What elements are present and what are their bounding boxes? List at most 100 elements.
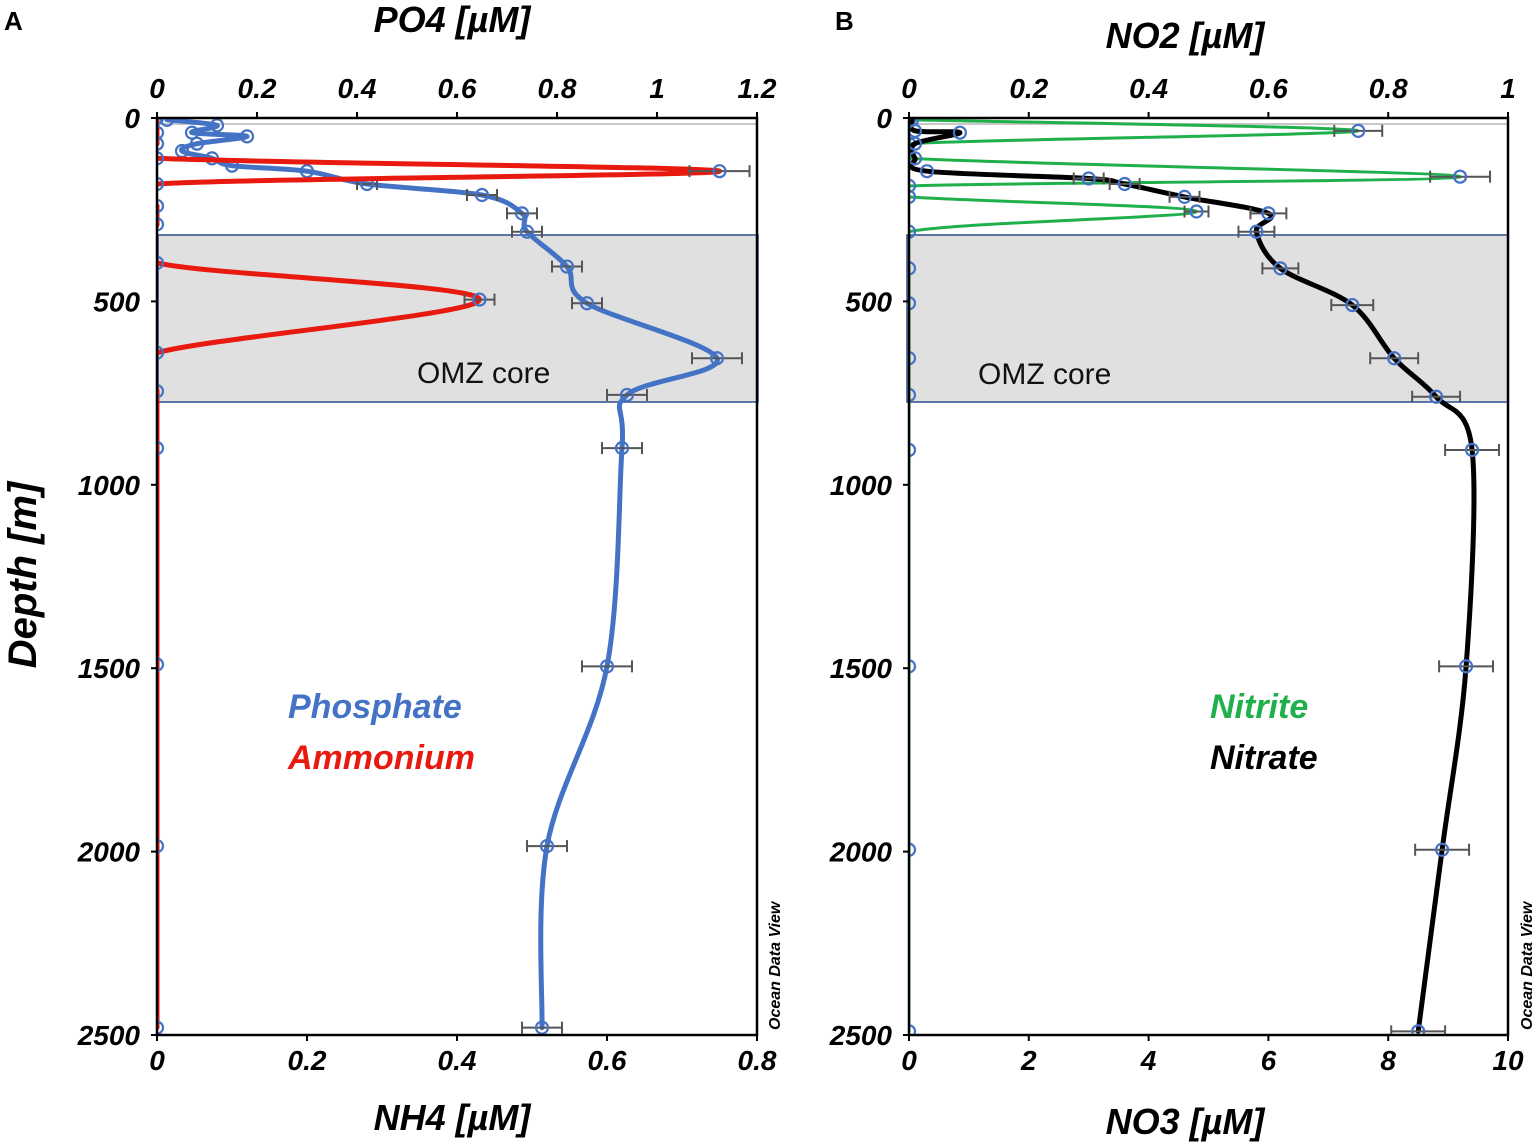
bottom-axis-title-no3: NO3 [µM] bbox=[1106, 1101, 1266, 1142]
axes-a: 0 500 1000 1500 2000 2500 0 0.2 0.4 0.6 0.8 1 1.2 0 0.… bbox=[77, 73, 777, 1076]
nitrite-point bbox=[909, 118, 917, 127]
bottom-tick-label: 0 bbox=[901, 1045, 917, 1076]
top-axis-title-po4: PO4 [µM] bbox=[374, 0, 532, 40]
phosphate-point bbox=[579, 296, 595, 311]
depth-tick-label: 1500 bbox=[78, 653, 141, 684]
phosphate-error-bar bbox=[571, 297, 603, 310]
nitrite-point bbox=[909, 842, 917, 857]
top-tick-label: 1 bbox=[1500, 73, 1516, 104]
nitrite-point bbox=[909, 351, 917, 366]
nitrate-error-bar bbox=[1330, 299, 1375, 312]
depth-tick-label: 0 bbox=[876, 103, 892, 134]
phosphate-error-bar bbox=[606, 388, 648, 401]
depth-tick-label: 2500 bbox=[77, 1020, 141, 1051]
phosphate-point bbox=[474, 187, 490, 203]
ammonium-point bbox=[157, 838, 165, 854]
nitrate-error-bar bbox=[1108, 178, 1141, 191]
nitrite-point bbox=[1189, 204, 1204, 219]
nitrate-error-bar bbox=[1411, 390, 1462, 403]
nitrate-point bbox=[909, 136, 923, 151]
nitrate-point bbox=[1249, 224, 1264, 239]
ammonium-line bbox=[157, 118, 722, 1031]
nitrite-point bbox=[909, 261, 917, 276]
nitrite-error-bar bbox=[1429, 170, 1492, 183]
top-tick-label: 0.4 bbox=[338, 73, 377, 104]
depth-tick-label: 500 bbox=[93, 286, 140, 317]
nitrate-point bbox=[1117, 176, 1132, 192]
depth-tick-label: 500 bbox=[845, 286, 892, 317]
nitrite-point bbox=[909, 387, 917, 403]
nitrate-error-bar bbox=[1444, 443, 1501, 456]
nitrate-point bbox=[1345, 297, 1360, 313]
depth-tick-label: 0 bbox=[124, 103, 140, 134]
nitrate-point bbox=[1177, 189, 1192, 204]
phosphate-error-bar bbox=[466, 189, 498, 202]
phosphate-line bbox=[164, 118, 720, 1031]
watermark-b: Ocean Data View bbox=[1519, 900, 1536, 1030]
nitrite-point bbox=[909, 189, 917, 204]
nitrite-point bbox=[1452, 169, 1468, 184]
phosphate-error-bar bbox=[581, 660, 633, 673]
phosphate-point bbox=[539, 838, 555, 854]
nitrate-error-bar bbox=[1261, 262, 1300, 275]
panel-letter-b: B bbox=[835, 6, 854, 36]
ammonium-point bbox=[157, 217, 165, 232]
depth-tick-label: 1500 bbox=[830, 653, 893, 684]
phosphate-point bbox=[209, 118, 225, 133]
nitrite-point bbox=[909, 659, 917, 674]
phosphate-point bbox=[239, 129, 255, 144]
top-tick-label: 0 bbox=[149, 73, 165, 104]
legend-nitrite: Nitrite bbox=[1210, 688, 1308, 726]
nitrite-point bbox=[909, 178, 917, 193]
nitrate-error-bar bbox=[1072, 172, 1105, 185]
bottom-tick-label: 2 bbox=[1020, 1045, 1037, 1076]
nitrite-point bbox=[909, 442, 917, 458]
phosphate-error-bar bbox=[511, 225, 543, 238]
nitrate-point bbox=[909, 151, 923, 166]
plot-frame-a bbox=[155, 116, 759, 1037]
nitrate-error-bar bbox=[1438, 660, 1495, 673]
ammonium-point bbox=[157, 125, 165, 140]
phosphate-point bbox=[519, 224, 535, 239]
phosphate-point bbox=[619, 387, 635, 403]
ammonium-point bbox=[157, 151, 165, 166]
depth-tick-label: 1000 bbox=[78, 470, 141, 501]
phosphate-point bbox=[534, 1020, 550, 1035]
ammonium-point bbox=[157, 657, 165, 672]
phosphate-error-bar bbox=[551, 260, 583, 273]
phosphate-point bbox=[709, 351, 725, 366]
top-tick-label: 0.6 bbox=[1249, 73, 1288, 104]
bottom-tick-label: 0.6 bbox=[588, 1045, 627, 1076]
top-tick-label: 0.6 bbox=[438, 73, 477, 104]
nitrate-point bbox=[1261, 206, 1276, 221]
phosphate-error-bar bbox=[506, 207, 538, 220]
depth-axis-title: Depth [m] bbox=[1, 480, 45, 668]
series-group-b bbox=[909, 118, 1501, 1035]
ammonium-point bbox=[157, 345, 165, 360]
omz-core-label-b: OMZ core bbox=[978, 358, 1111, 391]
ammonium-point bbox=[157, 255, 165, 270]
nitrite-point bbox=[1351, 123, 1366, 138]
top-tick-label: 0.4 bbox=[1129, 73, 1168, 104]
ammonium-point bbox=[157, 136, 165, 151]
nitrate-point bbox=[1458, 659, 1474, 674]
ammonium-point bbox=[157, 384, 165, 399]
nitrite-point bbox=[909, 296, 917, 311]
nitrite-point bbox=[909, 224, 917, 239]
nitrate-error-bar bbox=[1168, 190, 1201, 203]
bottom-tick-label: 10 bbox=[1492, 1045, 1524, 1076]
nitrate-point bbox=[1464, 442, 1480, 458]
legend-phosphate: Phosphate bbox=[288, 688, 462, 726]
top-tick-label: 0.8 bbox=[1369, 73, 1408, 104]
depth-tick-label: 1000 bbox=[830, 470, 893, 501]
nitrate-error-bar bbox=[1369, 352, 1420, 365]
bottom-tick-label: 0.8 bbox=[738, 1045, 777, 1076]
phosphate-point bbox=[559, 259, 575, 274]
panel-b: B NO2 [µM] NO3 [µM] OMZ core 05001000150… bbox=[829, 6, 1536, 1142]
phosphate-error-bar bbox=[601, 442, 643, 455]
depth-tick-label: 2500 bbox=[829, 1020, 893, 1051]
phosphate-point bbox=[159, 118, 175, 127]
phosphate-point bbox=[514, 206, 530, 221]
top-tick-label: 0 bbox=[901, 73, 917, 104]
